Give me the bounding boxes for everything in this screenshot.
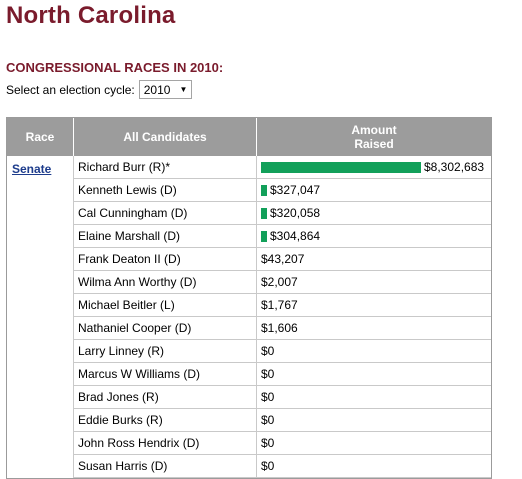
candidate-name: Cal Cunningham (D) bbox=[74, 202, 257, 224]
amount-raised: $0 bbox=[261, 344, 275, 358]
candidate-name: Marcus W Williams (D) bbox=[74, 363, 257, 385]
amount-cell: $1,606 bbox=[257, 317, 491, 339]
races-table: Race All Candidates Amount Raised Senate… bbox=[6, 117, 492, 479]
table-row: Susan Harris (D) $0 bbox=[74, 455, 491, 478]
amount-cell: $2,007 bbox=[257, 271, 491, 293]
candidate-name: Elaine Marshall (D) bbox=[74, 225, 257, 247]
table-row: Elaine Marshall (D) $304,864 bbox=[74, 225, 491, 248]
amount-bar bbox=[261, 162, 421, 173]
amount-cell: $0 bbox=[257, 386, 491, 408]
header-amount-label: Amount Raised bbox=[351, 123, 397, 151]
amount-cell: $0 bbox=[257, 409, 491, 431]
amount-raised: $304,864 bbox=[270, 229, 321, 243]
section-subtitle: CONGRESSIONAL RACES IN 2010: bbox=[6, 60, 224, 75]
amount-raised: $0 bbox=[261, 436, 275, 450]
header-amount: Amount Raised bbox=[257, 118, 491, 156]
candidate-name: Larry Linney (R) bbox=[74, 340, 257, 362]
candidate-name: Kenneth Lewis (D) bbox=[74, 179, 257, 201]
amount-cell: $43,207 bbox=[257, 248, 491, 270]
table-row: Frank Deaton II (D) $43,207 bbox=[74, 248, 491, 271]
candidate-name: Susan Harris (D) bbox=[74, 455, 257, 477]
candidate-rows: Richard Burr (R)* $8,302,683 Kenneth Lewis… bbox=[74, 156, 491, 478]
table-row: Cal Cunningham (D) $320,058 bbox=[74, 202, 491, 225]
table-header: Race All Candidates Amount Raised bbox=[7, 118, 491, 156]
race-column: Senate bbox=[7, 156, 74, 478]
table-row: Wilma Ann Worthy (D) $2,007 bbox=[74, 271, 491, 294]
candidate-name: Wilma Ann Worthy (D) bbox=[74, 271, 257, 293]
candidate-name: Eddie Burks (R) bbox=[74, 409, 257, 431]
amount-raised: $0 bbox=[261, 367, 275, 381]
candidate-name: Richard Burr (R)* bbox=[74, 156, 257, 178]
amount-cell: $0 bbox=[257, 455, 491, 477]
race-link-senate[interactable]: Senate bbox=[12, 162, 52, 176]
table-row: Larry Linney (R) $0 bbox=[74, 340, 491, 363]
header-candidates: All Candidates bbox=[74, 118, 257, 156]
candidate-name: John Ross Hendrix (D) bbox=[74, 432, 257, 454]
table-row: Richard Burr (R)* $8,302,683 bbox=[74, 156, 491, 179]
candidate-name: Frank Deaton II (D) bbox=[74, 248, 257, 270]
cycle-selected-value: 2010 bbox=[143, 82, 171, 97]
amount-raised: $1,767 bbox=[261, 298, 298, 312]
candidate-name: Michael Beitler (L) bbox=[74, 294, 257, 316]
amount-cell: $0 bbox=[257, 340, 491, 362]
amount-raised: $8,302,683 bbox=[424, 160, 485, 174]
amount-raised: $0 bbox=[261, 459, 275, 473]
table-row: Nathaniel Cooper (D) $1,606 bbox=[74, 317, 491, 340]
amount-raised: $43,207 bbox=[261, 252, 305, 266]
chevron-down-icon: ▼ bbox=[179, 85, 188, 94]
amount-raised: $2,007 bbox=[261, 275, 298, 289]
table-row: Michael Beitler (L) $1,767 bbox=[74, 294, 491, 317]
amount-raised: $320,058 bbox=[270, 206, 321, 220]
amount-bar bbox=[261, 208, 267, 219]
table-row: Marcus W Williams (D) $0 bbox=[74, 363, 491, 386]
table-row: Eddie Burks (R) $0 bbox=[74, 409, 491, 432]
amount-cell: $8,302,683 bbox=[257, 156, 491, 178]
amount-cell: $1,767 bbox=[257, 294, 491, 316]
candidate-name: Brad Jones (R) bbox=[74, 386, 257, 408]
amount-cell: $0 bbox=[257, 363, 491, 385]
page-title: North Carolina bbox=[6, 2, 176, 29]
election-cycle-selector: Select an election cycle: 2010 ▼ bbox=[6, 80, 193, 99]
amount-bar bbox=[261, 231, 267, 242]
table-row: Kenneth Lewis (D) $327,047 bbox=[74, 179, 491, 202]
amount-raised: $327,047 bbox=[270, 183, 321, 197]
cycle-dropdown[interactable]: 2010 ▼ bbox=[138, 80, 193, 99]
cycle-label: Select an election cycle: bbox=[6, 82, 135, 97]
amount-cell: $304,864 bbox=[257, 225, 491, 247]
amount-raised: $0 bbox=[261, 413, 275, 427]
table-row: John Ross Hendrix (D) $0 bbox=[74, 432, 491, 455]
amount-cell: $320,058 bbox=[257, 202, 491, 224]
amount-bar bbox=[261, 185, 267, 196]
amount-cell: $0 bbox=[257, 432, 491, 454]
candidate-name: Nathaniel Cooper (D) bbox=[74, 317, 257, 339]
header-race: Race bbox=[7, 118, 74, 156]
table-row: Brad Jones (R) $0 bbox=[74, 386, 491, 409]
amount-cell: $327,047 bbox=[257, 179, 491, 201]
amount-raised: $0 bbox=[261, 390, 275, 404]
amount-raised: $1,606 bbox=[261, 321, 298, 335]
